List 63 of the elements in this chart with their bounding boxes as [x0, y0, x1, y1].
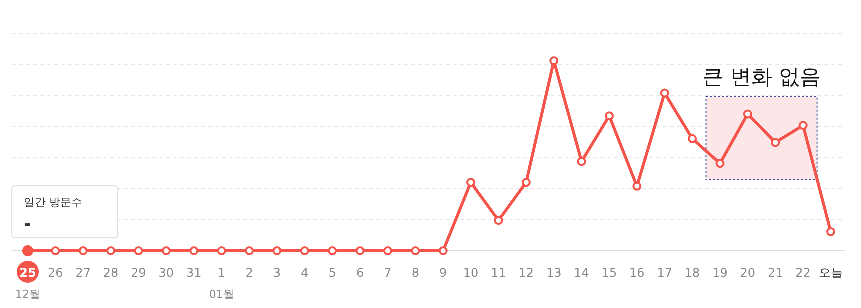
point [22, 246, 34, 256]
x-tick-label: 3 [273, 266, 282, 280]
point [522, 178, 531, 188]
point [245, 246, 254, 256]
x-tick-label: 19 [712, 266, 728, 280]
x-tick-label: 31 [186, 266, 202, 280]
x-tick-label: 21 [768, 266, 784, 280]
point [550, 56, 559, 66]
x-tick-label: 25 12월 [16, 266, 40, 301]
point [300, 246, 310, 256]
x-tick-label: 30 [158, 266, 174, 280]
x-tick-label: 7 [384, 266, 392, 280]
x-tick-label: 27 [76, 266, 92, 280]
point [660, 88, 670, 98]
point [106, 246, 116, 256]
x-tick-label: 14 [574, 266, 590, 280]
point [51, 246, 60, 256]
annotation: 일간 방문수 [24, 196, 82, 209]
annotation: - [24, 214, 32, 235]
point [190, 246, 199, 256]
point [438, 246, 448, 256]
x-tick-label: 5 [328, 266, 336, 280]
point [411, 246, 420, 256]
point [383, 246, 392, 256]
x-tick-label: 1 01월 [209, 266, 234, 301]
point [771, 138, 780, 148]
x-tick-label: 10 [463, 266, 479, 280]
x-tick-label: 12 [518, 266, 534, 280]
x-tick-label: 11 [491, 266, 506, 280]
x-tick-label: 29 [131, 266, 146, 280]
point [577, 157, 586, 166]
x-tick-label: 18 [684, 266, 700, 280]
point [826, 228, 836, 236]
band-label: 큰 변화 없음 [702, 65, 821, 89]
point [604, 112, 614, 121]
x-tick-label: 13 [546, 266, 562, 280]
point [494, 216, 504, 226]
x-tick-label: 15 [602, 266, 618, 280]
point [78, 246, 88, 256]
point [217, 246, 226, 256]
x-tick-label: 20 [740, 266, 756, 280]
point [716, 159, 725, 168]
point [134, 246, 144, 256]
x-tick-label: 8 [412, 266, 420, 280]
point [328, 246, 338, 256]
point [356, 246, 365, 256]
x-tick-label: 16 [630, 266, 645, 280]
x-tick-label: 9 [440, 266, 448, 280]
point [466, 178, 476, 188]
x-tick-label: 28 [103, 266, 119, 280]
x-tick-label: 22 [796, 266, 811, 280]
x-tick-label: 4 [301, 266, 309, 280]
x-tick-label: 6 [356, 266, 364, 280]
point [743, 110, 752, 119]
point [632, 182, 642, 191]
point [272, 246, 282, 256]
x-tick-label: 26 [48, 266, 64, 280]
point [688, 134, 698, 144]
x-tick-label: 오늘 [819, 266, 843, 280]
x-tick-label: 2 [246, 266, 254, 280]
x-tick-label: 17 [657, 266, 673, 280]
point [798, 121, 808, 130]
point [162, 246, 171, 256]
